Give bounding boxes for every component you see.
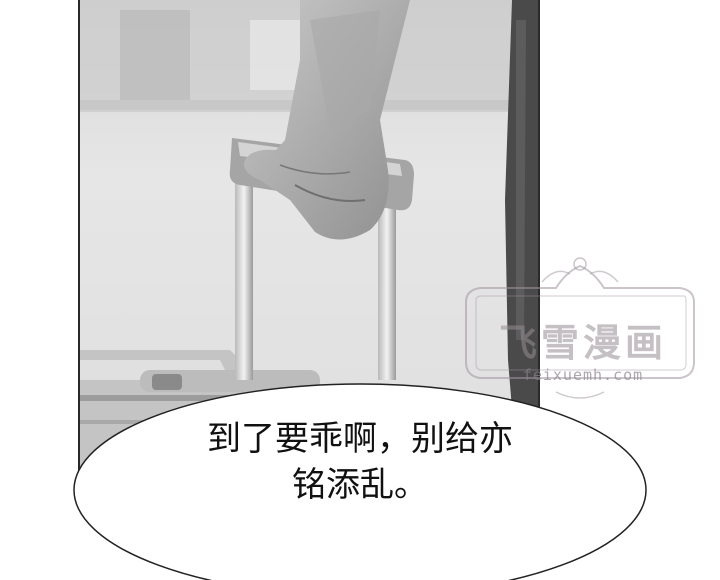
speech-line-2: 铭添乱。	[292, 465, 428, 505]
watermark-title: 飞雪漫画	[498, 321, 667, 365]
speech-bubble-text: 到了要乖啊，别给亦 铭添乱。	[120, 416, 600, 508]
watermark-frame	[465, 257, 695, 399]
watermark-url: feixuemh.com	[522, 366, 644, 384]
speech-line-1: 到了要乖啊，别给亦	[207, 419, 513, 459]
